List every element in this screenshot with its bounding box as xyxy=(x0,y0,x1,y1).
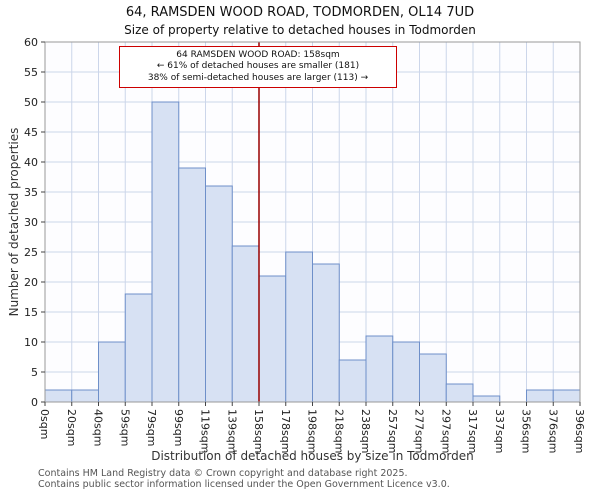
attribution-footer: Contains HM Land Registry data © Crown c… xyxy=(38,468,450,491)
bar-119sqm xyxy=(205,185,233,403)
x-tick-label: 198sqm xyxy=(306,409,319,453)
x-tick-label: 40sqm xyxy=(92,409,105,446)
chart-subtitle: Size of property relative to detached ho… xyxy=(124,23,476,37)
bar-317sqm xyxy=(472,395,501,403)
y-tick-label: 15 xyxy=(24,306,38,319)
x-tick-label: 99sqm xyxy=(172,409,185,446)
bar-139sqm xyxy=(231,245,260,403)
bar-178sqm xyxy=(285,251,313,403)
y-tick-label: 20 xyxy=(24,276,38,289)
y-tick-label: 5 xyxy=(31,366,38,379)
x-tick-label: 297sqm xyxy=(439,409,452,453)
y-tick-label: 40 xyxy=(24,156,38,169)
bar-40sqm xyxy=(98,341,126,403)
bar-238sqm xyxy=(365,335,394,403)
footer-line-2: Contains public sector information licen… xyxy=(38,479,450,491)
y-tick-label: 30 xyxy=(24,216,38,229)
annotation-line-2: ← 61% of detached houses are smaller (18… xyxy=(156,61,360,72)
bar-59sqm xyxy=(124,293,153,403)
x-tick-label: 337sqm xyxy=(493,409,506,453)
bar-20sqm xyxy=(71,389,99,403)
bar-297sqm xyxy=(445,383,474,403)
x-tick-label: 218sqm xyxy=(332,409,345,453)
property-annotation-box: 64 RAMSDEN WOOD ROAD: 158sqm ← 61% of de… xyxy=(119,46,397,88)
y-tick-label: 45 xyxy=(24,126,38,139)
x-tick-label: 119sqm xyxy=(199,409,212,453)
x-tick-label: 20sqm xyxy=(65,409,78,446)
x-tick-label: 59sqm xyxy=(118,409,131,446)
y-tick-label: 0 xyxy=(31,396,38,409)
bar-198sqm xyxy=(312,263,340,403)
bar-376sqm xyxy=(552,389,581,403)
annotation-line-3: 38% of semi-detached houses are larger (… xyxy=(147,72,369,83)
x-tick-label: 396sqm xyxy=(573,409,586,453)
y-tick-label: 60 xyxy=(24,36,38,49)
x-axis-label: Distribution of detached houses by size … xyxy=(151,449,474,463)
y-axis-label: Number of detached properties xyxy=(7,127,21,317)
bar-99sqm xyxy=(178,167,206,403)
y-tick-label: 35 xyxy=(24,186,38,199)
x-tick-label: 257sqm xyxy=(386,409,399,453)
y-tick-label: 25 xyxy=(24,246,38,259)
bar-158sqm xyxy=(258,275,287,403)
bar-356sqm xyxy=(526,389,554,403)
y-tick-label: 55 xyxy=(24,66,38,79)
x-tick-label: 0sqm xyxy=(38,409,51,439)
x-tick-label: 356sqm xyxy=(520,409,533,453)
bar-277sqm xyxy=(419,353,447,403)
x-tick-label: 376sqm xyxy=(546,409,559,453)
x-tick-label: 317sqm xyxy=(466,409,479,453)
x-tick-label: 79sqm xyxy=(145,409,158,446)
x-tick-label: 139sqm xyxy=(225,409,238,453)
bar-0sqm xyxy=(44,389,73,403)
y-tick-label: 50 xyxy=(24,96,38,109)
x-tick-label: 178sqm xyxy=(279,409,292,453)
x-tick-label: 158sqm xyxy=(252,409,265,453)
x-tick-label: 277sqm xyxy=(413,409,426,453)
footer-line-1: Contains HM Land Registry data © Crown c… xyxy=(38,468,408,479)
bar-218sqm xyxy=(338,359,367,403)
y-tick-label: 10 xyxy=(24,336,38,349)
bar-257sqm xyxy=(392,341,420,403)
bar-79sqm xyxy=(151,101,180,403)
chart-title: 64, RAMSDEN WOOD ROAD, TODMORDEN, OL14 7… xyxy=(125,5,475,20)
x-tick-label: 238sqm xyxy=(359,409,372,453)
annotation-line-1: 64 RAMSDEN WOOD ROAD: 158sqm xyxy=(176,50,340,60)
